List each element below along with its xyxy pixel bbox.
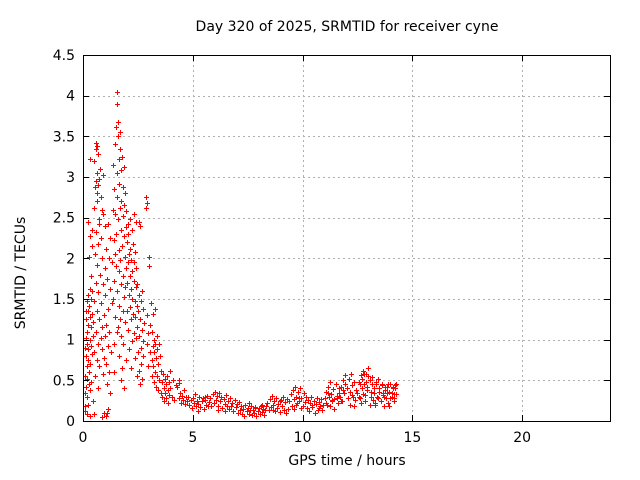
x-axis-label: GPS time / hours (288, 453, 406, 469)
y-tick-label: 4 (66, 89, 75, 105)
x-tick-label: 10 (294, 430, 312, 446)
data-points (83, 90, 399, 420)
y-tick-label: 3.5 (53, 129, 75, 145)
chart-title: Day 320 of 2025, SRMTID for receiver cyn… (195, 19, 499, 35)
y-tick-label: 3 (66, 170, 75, 186)
y-tick-label: 2.5 (53, 211, 75, 227)
y-tick-label: 1 (66, 333, 75, 349)
y-tick-label: 4.5 (53, 48, 75, 64)
x-tick-label: 0 (79, 430, 88, 446)
grid-lines (83, 55, 610, 421)
plot-border (82, 54, 612, 423)
y-tick-label: 1.5 (53, 292, 75, 308)
y-tick-label: 0 (66, 414, 75, 430)
y-tick-label: 0.5 (53, 373, 75, 389)
y-tick-label: 2 (66, 251, 75, 267)
axis-ticks (82, 54, 610, 423)
x-tick-label: 20 (513, 430, 531, 446)
x-tick-label: 15 (403, 430, 421, 446)
x-tick-label: 5 (188, 430, 197, 446)
